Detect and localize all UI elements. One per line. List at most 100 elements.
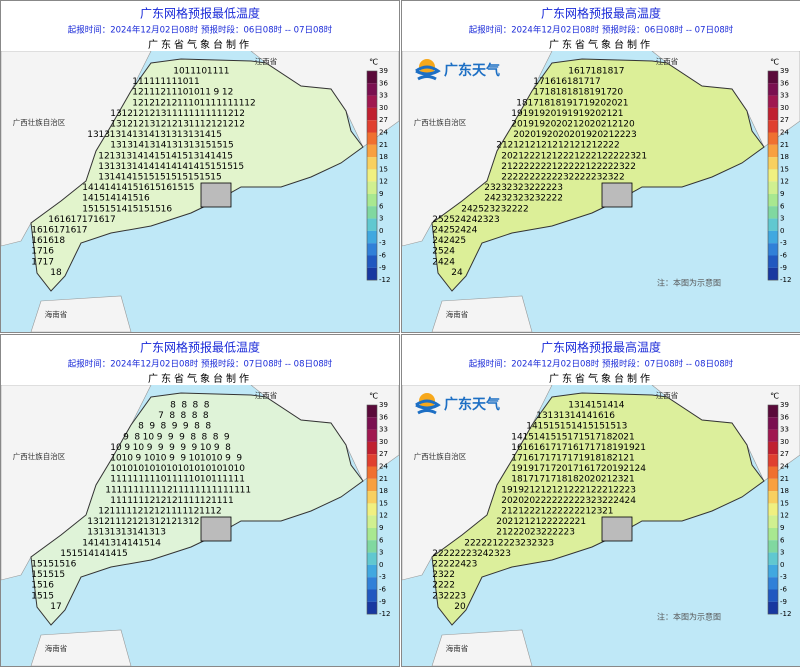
grid-value: 20 [590, 120, 602, 130]
grid-value: 21 [512, 151, 523, 161]
grid-value: 20 [595, 98, 607, 108]
grid-value: 21 [541, 141, 552, 151]
grid-value: 22 [551, 194, 562, 204]
grid-value: 23 [488, 549, 499, 559]
colorbar-tick-label: 24 [780, 129, 789, 137]
colorbar-tick-label: 15 [379, 165, 388, 173]
grid-value: 20 [556, 120, 568, 130]
colorbar-cell [768, 120, 778, 133]
grid-value: 10 [196, 67, 208, 77]
grid-value: 13 [121, 162, 132, 172]
colorbar-cell [367, 577, 377, 590]
grid-value: 21 [535, 151, 546, 161]
colorbar-cell [367, 230, 377, 244]
grid-value: 14 [133, 141, 145, 151]
grid-value: 21 [602, 485, 613, 495]
grid-value: 24 [461, 204, 473, 214]
grid-value: 16 [138, 183, 150, 193]
grid-value: 16 [42, 236, 54, 246]
grid-value: 9 [136, 454, 142, 464]
grid-value: 13 [132, 130, 143, 140]
grid-value: 11 [222, 496, 233, 506]
grid-value: 15 [127, 183, 138, 193]
grid-value: 19 [534, 109, 546, 119]
grid-value: 17 [104, 215, 115, 225]
grid-value: 20 [501, 496, 513, 506]
grid-value: 17 [590, 443, 601, 453]
grid-value: 10 [173, 67, 185, 77]
colorbar-tick-label: 3 [379, 549, 383, 557]
province-label: 江西省 [656, 56, 679, 66]
grid-value: 10 [121, 454, 133, 464]
colorbar-cell [768, 144, 778, 158]
grid-value: 22 [568, 496, 579, 506]
colorbar-tick-label: 6 [379, 536, 384, 544]
title: 广东网格预报最低温度 [140, 340, 260, 355]
grid-value: 17 [600, 88, 611, 98]
grid-value: 13 [155, 109, 166, 119]
grid-value: 22 [624, 162, 635, 172]
colorbar-cell [367, 218, 377, 231]
grid-value: 13 [109, 151, 120, 161]
grid-value: 18 [567, 88, 579, 98]
grid-value: 16 [603, 411, 615, 421]
colorbar-cell [367, 206, 377, 219]
grid-value: 13 [177, 130, 188, 140]
grid-value: 11 [233, 475, 244, 485]
grid-value: 10 [155, 464, 167, 474]
grid-value: 17 [522, 475, 533, 485]
grid-value: 11 [132, 77, 143, 87]
grid-value: 14 [82, 538, 94, 548]
grid-value: 18 [578, 88, 590, 98]
colorbar-cell [367, 454, 377, 467]
grid-value: 21 [623, 454, 634, 464]
grid-value: 9 [183, 422, 189, 432]
grid-value: 12 [154, 507, 165, 517]
grid-value: 11 [177, 98, 188, 108]
grid-value: 20 [623, 120, 635, 130]
province-label: 广西壮族自治区 [13, 117, 66, 127]
grid-value: 22 [614, 130, 625, 140]
grid-value: 13 [110, 141, 121, 151]
grid-value: 22 [552, 528, 563, 538]
grid-value: 8 [202, 432, 208, 442]
province-label: 海南省 [446, 643, 469, 653]
grid-value: 17 [567, 454, 578, 464]
grid-value: 12 [233, 109, 244, 119]
grid-value: 24 [432, 257, 444, 267]
colorbar-tick-label: -12 [780, 276, 791, 284]
grid-value: 8 [203, 411, 209, 421]
grid-value: 17 [545, 443, 556, 453]
grid-value: 9 [180, 443, 186, 453]
grid-value: 9 [172, 422, 178, 432]
grid-value: 19 [580, 130, 592, 140]
grid-value: 15 [31, 560, 42, 570]
grid-value: 15 [582, 422, 593, 432]
grid-value: 10 [233, 464, 245, 474]
grid-value: 22 [443, 581, 454, 591]
grid-value: 10 [110, 464, 122, 474]
grid-value: 25 [443, 226, 454, 236]
grid-value: 14 [199, 130, 211, 140]
grid-value: 11 [172, 485, 183, 495]
grid-value: 18 [516, 98, 528, 108]
colorbar-tick-label: 12 [780, 512, 789, 520]
grid-value: 10 [188, 88, 200, 98]
grid-value: 11 [109, 507, 120, 517]
grid-value: 16 [511, 443, 523, 453]
grid-value: 23 [602, 173, 613, 183]
grid-value: 17 [590, 464, 601, 474]
colorbar-cell [367, 107, 377, 121]
grid-value: 24 [613, 496, 625, 506]
grid-value: 14 [83, 549, 95, 559]
grid-value: 14 [613, 401, 625, 411]
grid-value: 23 [509, 538, 520, 548]
grid-value: 19 [578, 109, 590, 119]
grid-value: 15 [143, 173, 154, 183]
grid-value: 22 [475, 538, 486, 548]
grid-value: 23 [563, 528, 574, 538]
grid-value: 17 [545, 454, 556, 464]
grid-value: 21 [519, 517, 530, 527]
colorbar-tick-label: 27 [379, 450, 388, 458]
